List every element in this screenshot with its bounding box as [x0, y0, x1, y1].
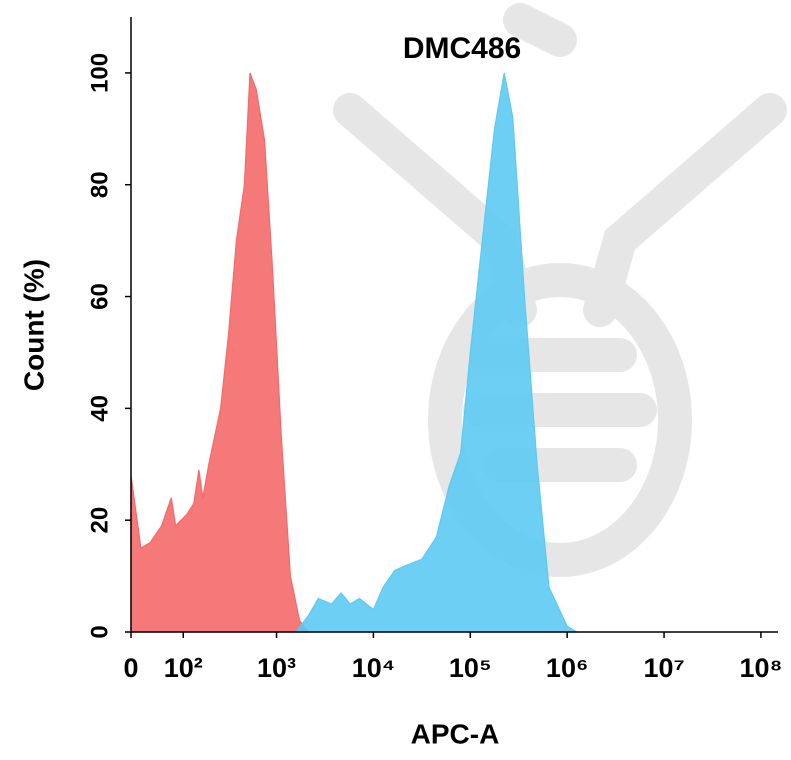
x-tick-label: 10⁴	[352, 653, 395, 683]
y-axis-label: Count (%)	[18, 259, 49, 391]
chart-title: DMC486	[403, 32, 521, 65]
histogram-area	[294, 72, 580, 633]
x-axis-label: APC-A	[411, 718, 500, 749]
y-tick-label: 100	[86, 53, 113, 93]
x-tick-label: 10⁶	[546, 653, 588, 683]
x-tick-label: 10³	[257, 653, 296, 683]
x-tick-label: 0	[123, 653, 138, 683]
y-tick-label: 0	[86, 625, 113, 638]
y-tick-label: 20	[86, 507, 113, 534]
x-tick-label: 10⁷	[643, 653, 684, 683]
y-tick-label: 40	[86, 395, 113, 422]
watermark-shape	[463, 3, 657, 482]
x-tick-label: 10⁵	[449, 653, 492, 683]
watermark-shape	[428, 263, 692, 577]
y-tick-label: 80	[86, 171, 113, 198]
y-tick-label: 60	[86, 283, 113, 310]
x-tick-label: 10⁸	[740, 653, 783, 683]
watermark	[333, 3, 787, 577]
x-tick-label: 10²	[164, 653, 203, 683]
histogram-area	[130, 72, 310, 633]
